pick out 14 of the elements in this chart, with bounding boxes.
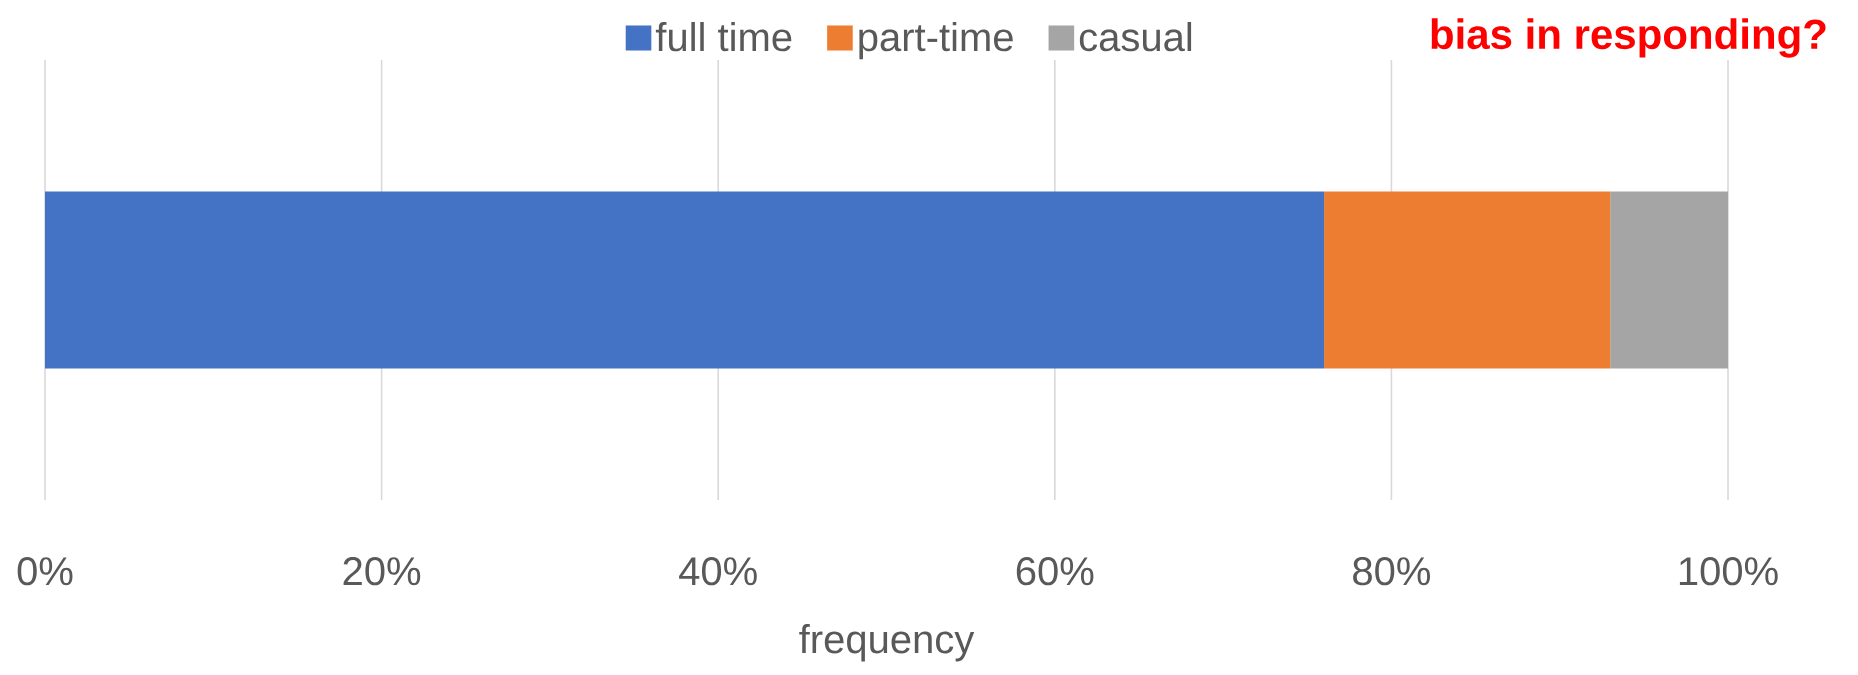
text: bias in responding?: [1431, 18, 1826, 58]
x-tick-label: 100%: [1679, 557, 1778, 586]
x-tick-label: 40%: [679, 557, 757, 586]
legend-label: casual: [1079, 22, 1192, 52]
x-tick-label: 80%: [1353, 557, 1430, 586]
bar: [45, 191, 1325, 369]
x-axis-title: frequency: [799, 624, 975, 662]
x-tick-label: 60%: [1016, 557, 1094, 586]
x-tick-label: 20%: [343, 557, 421, 586]
bar: [1610, 191, 1729, 369]
legend-label: full time: [655, 22, 792, 52]
bar: [1324, 191, 1611, 369]
legend-label: part-time: [859, 22, 1013, 60]
x-tick-label: 0%: [17, 557, 73, 586]
